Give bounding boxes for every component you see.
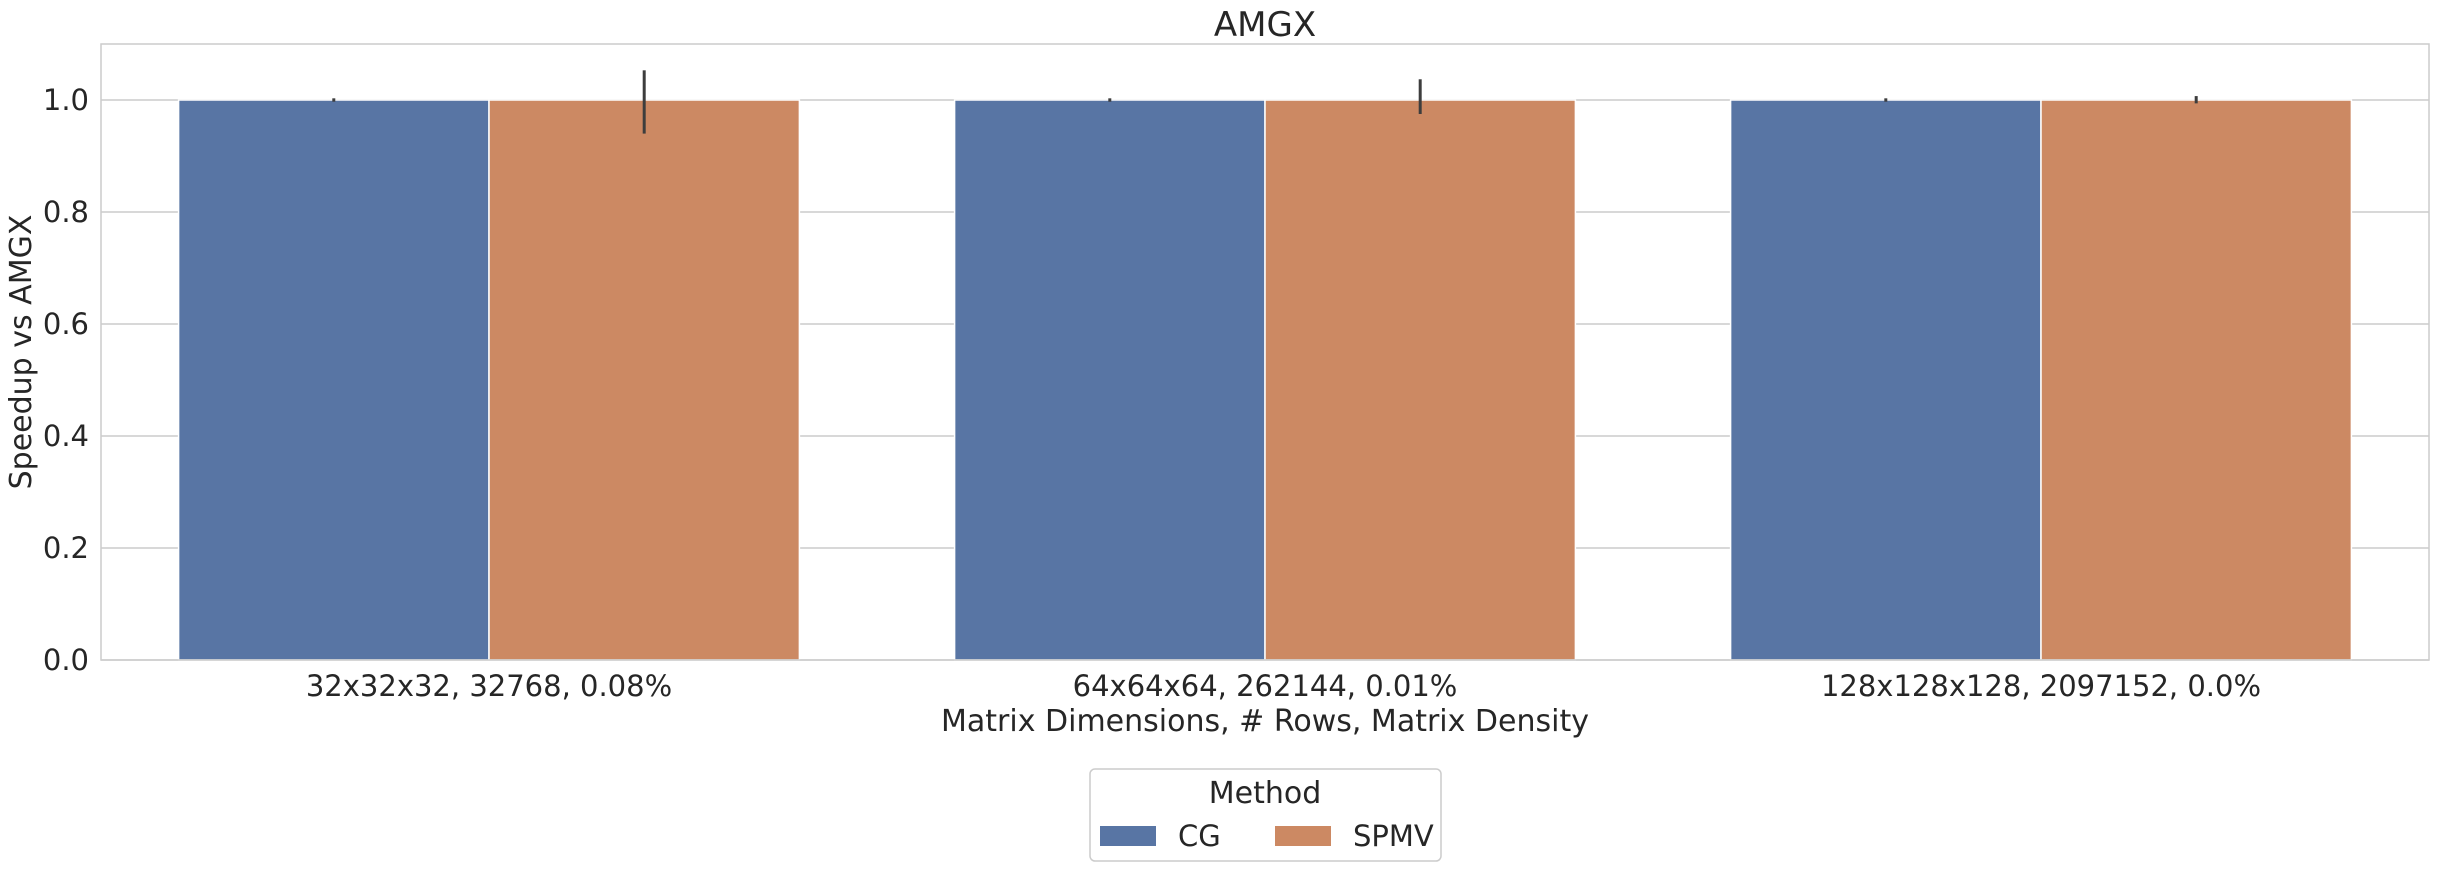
y-tick-label: 0.0 xyxy=(43,643,89,677)
chart-title: AMGX xyxy=(1214,5,1316,45)
legend-title: Method xyxy=(1209,776,1322,811)
x-tick-label: 32x32x32, 32768, 0.08% xyxy=(306,669,672,703)
x-tick-label: 64x64x64, 262144, 0.01% xyxy=(1073,669,1458,703)
bar-spmv xyxy=(1264,99,1577,661)
error-bars xyxy=(332,70,2198,134)
x-tick-label: 128x128x128, 2097152, 0.0% xyxy=(1821,669,2261,703)
x-axis-label: Matrix Dimensions, # Rows, Matrix Densit… xyxy=(941,704,1589,739)
bar-spmv xyxy=(2040,99,2353,661)
legend: Method CG SPMV xyxy=(1089,768,1442,862)
bars xyxy=(177,99,2353,661)
x-axis-ticks: 32x32x32, 32768, 0.08% 64x64x64, 262144, … xyxy=(306,669,2261,703)
legend-label-spmv: SPMV xyxy=(1353,819,1434,853)
legend-swatch-cg xyxy=(1100,826,1156,846)
legend-swatch-spmv xyxy=(1275,826,1331,846)
plot-frame xyxy=(100,43,2430,661)
bar-spmv xyxy=(488,99,801,661)
y-tick-label: 0.2 xyxy=(43,531,89,565)
y-tick-label: 1.0 xyxy=(43,83,89,117)
bar-cg xyxy=(953,99,1266,661)
bar-cg xyxy=(177,99,490,661)
y-tick-label: 0.6 xyxy=(43,307,89,341)
legend-label-cg: CG xyxy=(1178,819,1221,853)
legend-frame xyxy=(1089,768,1442,862)
y-tick-label: 0.4 xyxy=(43,419,89,453)
y-axis-ticks: 0.0 0.2 0.4 0.6 0.8 1.0 xyxy=(43,83,89,677)
bar-cg xyxy=(1729,99,2042,661)
y-tick-label: 0.8 xyxy=(43,195,89,229)
y-axis-label: Speedup vs AMGX xyxy=(4,215,39,490)
